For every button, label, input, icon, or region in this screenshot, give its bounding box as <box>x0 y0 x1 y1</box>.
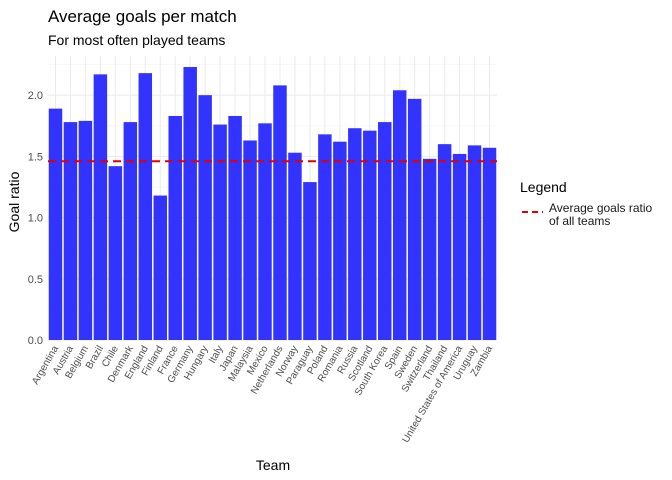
x-axis-title: Team <box>256 457 290 473</box>
bar-chile <box>108 166 123 340</box>
legend-label-line2: of all teams <box>549 214 610 228</box>
chart-title: Average goals per match <box>48 7 237 26</box>
bar-netherlands <box>273 85 287 341</box>
legend: Legend Average goals ratio of all teams <box>520 179 653 228</box>
bar-sweden <box>407 98 422 341</box>
y-axis-title: Goal ratio <box>6 171 22 232</box>
bar-france <box>168 115 182 340</box>
y-tick-label: 0.0 <box>28 335 43 347</box>
bar-thailand <box>437 144 452 340</box>
y-axis-ticks: 0.0 0.5 1.0 1.5 2.0 <box>28 90 43 347</box>
bar-argentina <box>48 108 63 340</box>
bar-japan <box>228 115 242 340</box>
bar-paraguay <box>303 182 317 340</box>
y-tick-label: 1.5 <box>28 151 43 163</box>
bar-poland <box>318 134 332 340</box>
y-tick-label: 1.0 <box>28 213 43 225</box>
legend-label-line1: Average goals ratio <box>549 201 653 215</box>
bars <box>48 67 497 341</box>
bar-spain <box>392 90 407 340</box>
bar-scotland <box>363 130 377 340</box>
bar-uruguay <box>467 145 482 340</box>
bar-hungary <box>198 95 212 340</box>
y-tick-label: 2.0 <box>28 90 43 102</box>
bar-belgium <box>78 120 93 341</box>
bar-mexico <box>258 123 272 341</box>
bar-brazil <box>93 74 108 341</box>
minor-gridlines <box>48 64 497 310</box>
legend-title: Legend <box>520 179 567 195</box>
y-tick-label: 0.5 <box>28 274 43 286</box>
bar-russia <box>348 128 362 340</box>
bar-austria <box>63 122 78 340</box>
bar-romania <box>333 141 347 340</box>
bar-finland <box>153 195 167 340</box>
bar-united-states-of-america <box>452 153 467 340</box>
chart-subtitle: For most often played teams <box>48 32 225 48</box>
bar-norway <box>288 152 302 340</box>
bar-italy <box>213 124 227 340</box>
bar-switzerland <box>422 158 437 340</box>
bar-denmark <box>123 122 138 340</box>
bar-malaysia <box>243 140 257 340</box>
bar-zambia <box>482 147 497 340</box>
bar-germany <box>183 67 197 340</box>
x-axis-ticks: ArgentinaAustriaBelgiumBrazilChileDenmar… <box>30 343 495 445</box>
bar-south-korea <box>378 122 392 340</box>
bar-england <box>138 73 153 340</box>
